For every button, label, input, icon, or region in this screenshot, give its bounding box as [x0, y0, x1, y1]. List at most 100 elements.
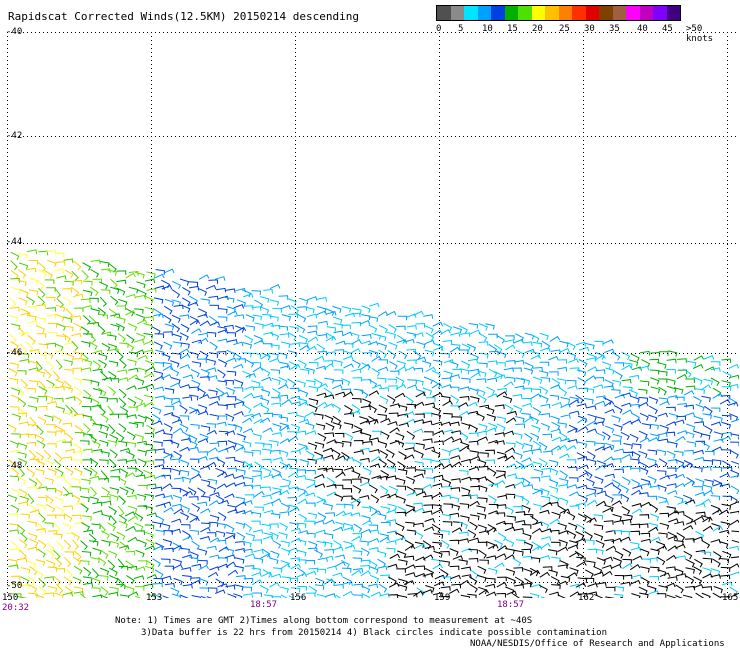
wind-barb: [425, 397, 436, 402]
legend-label-0: 0: [436, 24, 442, 34]
wind-barb: [172, 564, 183, 570]
wind-barb: [89, 496, 99, 504]
wind-barb: [323, 532, 334, 539]
wind-barb: [145, 366, 156, 372]
wind-barb: [648, 437, 659, 443]
wind-barb: [351, 497, 361, 507]
wind-barb: [324, 377, 334, 384]
wind-barb: [632, 555, 643, 561]
wind-barb: [235, 398, 245, 407]
wind-barb: [173, 304, 184, 310]
wind-barb: [712, 387, 722, 397]
wind-barb: [542, 433, 553, 439]
wind-barb: [729, 510, 739, 515]
wind-barb: [109, 378, 120, 383]
wind-barb: [179, 332, 189, 341]
wind-barb: [548, 549, 558, 556]
wind-barb: [9, 406, 20, 412]
wind-barb: [190, 369, 200, 378]
wind-barb: [701, 466, 712, 471]
wind-barb: [478, 332, 488, 342]
wind-barb: [271, 397, 281, 402]
wind-barb: [163, 453, 174, 459]
wind-barb: [251, 290, 262, 296]
wind-barb: [488, 494, 497, 504]
wind-barb: [702, 567, 712, 575]
wind-barb: [350, 312, 361, 318]
wind-barb: [387, 563, 398, 569]
wind-barb: [396, 360, 406, 368]
wind-barb: [53, 575, 61, 586]
wind-barb: [71, 478, 81, 485]
wind-barb: [90, 286, 99, 296]
wind-barb: [449, 361, 459, 369]
wind-barb: [342, 479, 352, 484]
wind-barb: [488, 422, 498, 431]
wind-barb: [279, 365, 291, 370]
wind-barb: [659, 474, 671, 480]
wind-barb: [415, 543, 426, 549]
wind-barb: [136, 281, 146, 289]
wind-barb: [162, 494, 173, 500]
wind-barb: [233, 341, 244, 347]
wind-barb: [620, 581, 631, 587]
wind-barb: [494, 432, 505, 437]
wind-barb: [413, 522, 424, 528]
wind-barb: [406, 359, 417, 365]
wind-barb: [188, 447, 199, 452]
wind-barb: [458, 521, 468, 530]
wind-barb: [730, 485, 739, 495]
wind-barb: [208, 352, 219, 359]
wind-barb: [233, 593, 243, 598]
wind-barb: [353, 439, 364, 445]
wind-barb: [478, 530, 490, 535]
wind-barb: [477, 459, 487, 467]
wind-barb: [82, 582, 94, 587]
wind-barb: [503, 367, 514, 373]
wind-barb: [568, 424, 578, 433]
wind-barb: [621, 476, 631, 486]
wind-barb: [271, 473, 283, 479]
wind-barb: [89, 380, 100, 387]
wind-barb: [198, 560, 208, 565]
wind-barb: [404, 555, 415, 561]
legend-swatch: [653, 6, 667, 20]
wind-barb: [612, 557, 623, 565]
wind-barb: [377, 366, 389, 372]
wind-barb: [126, 414, 137, 419]
wind-barb: [118, 565, 129, 571]
wind-barb: [602, 570, 613, 577]
wind-barb: [127, 467, 137, 473]
wind-barb: [135, 294, 147, 300]
wind-barb: [208, 295, 219, 301]
wind-barb: [360, 405, 371, 411]
wind-barb: [541, 528, 552, 533]
wind-barb: [433, 463, 445, 469]
wind-barb: [559, 453, 570, 459]
wind-barb: [38, 386, 48, 395]
legend-swatch: [586, 6, 599, 20]
wind-barb: [243, 460, 252, 470]
wind-barb: [189, 529, 200, 536]
wind-barb: [432, 592, 444, 597]
wind-barb: [296, 430, 307, 436]
wind-barb: [621, 453, 632, 460]
wind-barb: [317, 350, 328, 356]
wind-barb: [38, 287, 46, 298]
wind-barb: [479, 452, 489, 458]
wind-barb: [182, 374, 194, 379]
wind-barb: [504, 455, 516, 462]
wind-barb: [395, 325, 406, 331]
wind-barb: [218, 430, 229, 436]
wind-barb: [110, 295, 119, 306]
wind-barb: [650, 386, 661, 394]
wind-barb: [9, 523, 19, 529]
wind-barb: [71, 332, 82, 338]
legend-label-20: 20: [532, 24, 543, 34]
wind-barb: [648, 414, 658, 422]
wind-barb: [721, 449, 732, 455]
wind-barb: [344, 312, 356, 318]
wind-barb: [569, 410, 580, 416]
wind-barb: [423, 468, 434, 474]
wind-barb: [335, 503, 346, 509]
